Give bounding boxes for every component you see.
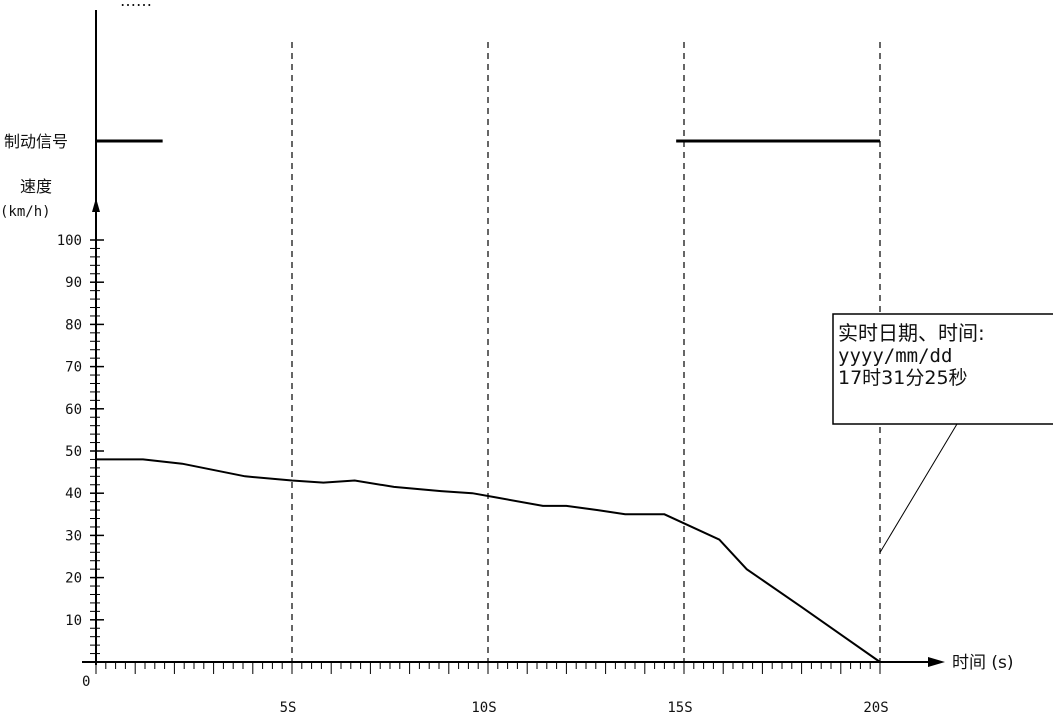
y-tick-label-30: 30	[65, 528, 82, 544]
x-tick-label-15s: 15S	[667, 700, 692, 716]
y-tick-label-40: 40	[65, 486, 82, 502]
x-tick-label-5s: 5S	[280, 700, 297, 716]
y-tick-label-70: 70	[65, 360, 82, 376]
y-ticks: 10 20 30 40 50 60 70 80 90 100	[57, 233, 104, 663]
y-tick-label-100: 100	[57, 233, 82, 249]
y-tick-label-60: 60	[65, 402, 82, 418]
annotation-box	[832, 313, 1053, 425]
y-axis-arrow	[92, 198, 100, 212]
speed-series-line	[96, 458, 881, 663]
y-tick-label-90: 90	[65, 275, 82, 291]
x-ticks: 5S 10S 15S 20S	[95, 662, 889, 716]
annotation-line-3: 17时31分25秒	[838, 367, 968, 389]
y-axis-label: 速度	[20, 177, 52, 196]
origin-label: 0	[82, 674, 90, 690]
y-axis-unit: (km/h)	[0, 204, 51, 220]
y-tick-label-20: 20	[65, 571, 82, 587]
grid-layer	[291, 42, 881, 662]
x-axis-arrow	[928, 657, 945, 667]
x-tick-label-10s: 10S	[471, 700, 496, 716]
annotation-line-1: 实时日期、时间:	[838, 321, 985, 345]
header-text: ……	[120, 0, 152, 10]
annotation-line-2: yyyy/mm/dd	[838, 345, 952, 367]
x-tick-label-20s: 20S	[863, 700, 888, 716]
y-tick-label-10: 10	[65, 613, 82, 629]
y-tick-label-50: 50	[65, 444, 82, 460]
x-axis-label: 时间 (s)	[952, 653, 1014, 673]
annotation-pointer	[879, 423, 958, 553]
brake-signal-label: 制动信号	[4, 132, 68, 151]
y-tick-label-80: 80	[65, 317, 82, 333]
